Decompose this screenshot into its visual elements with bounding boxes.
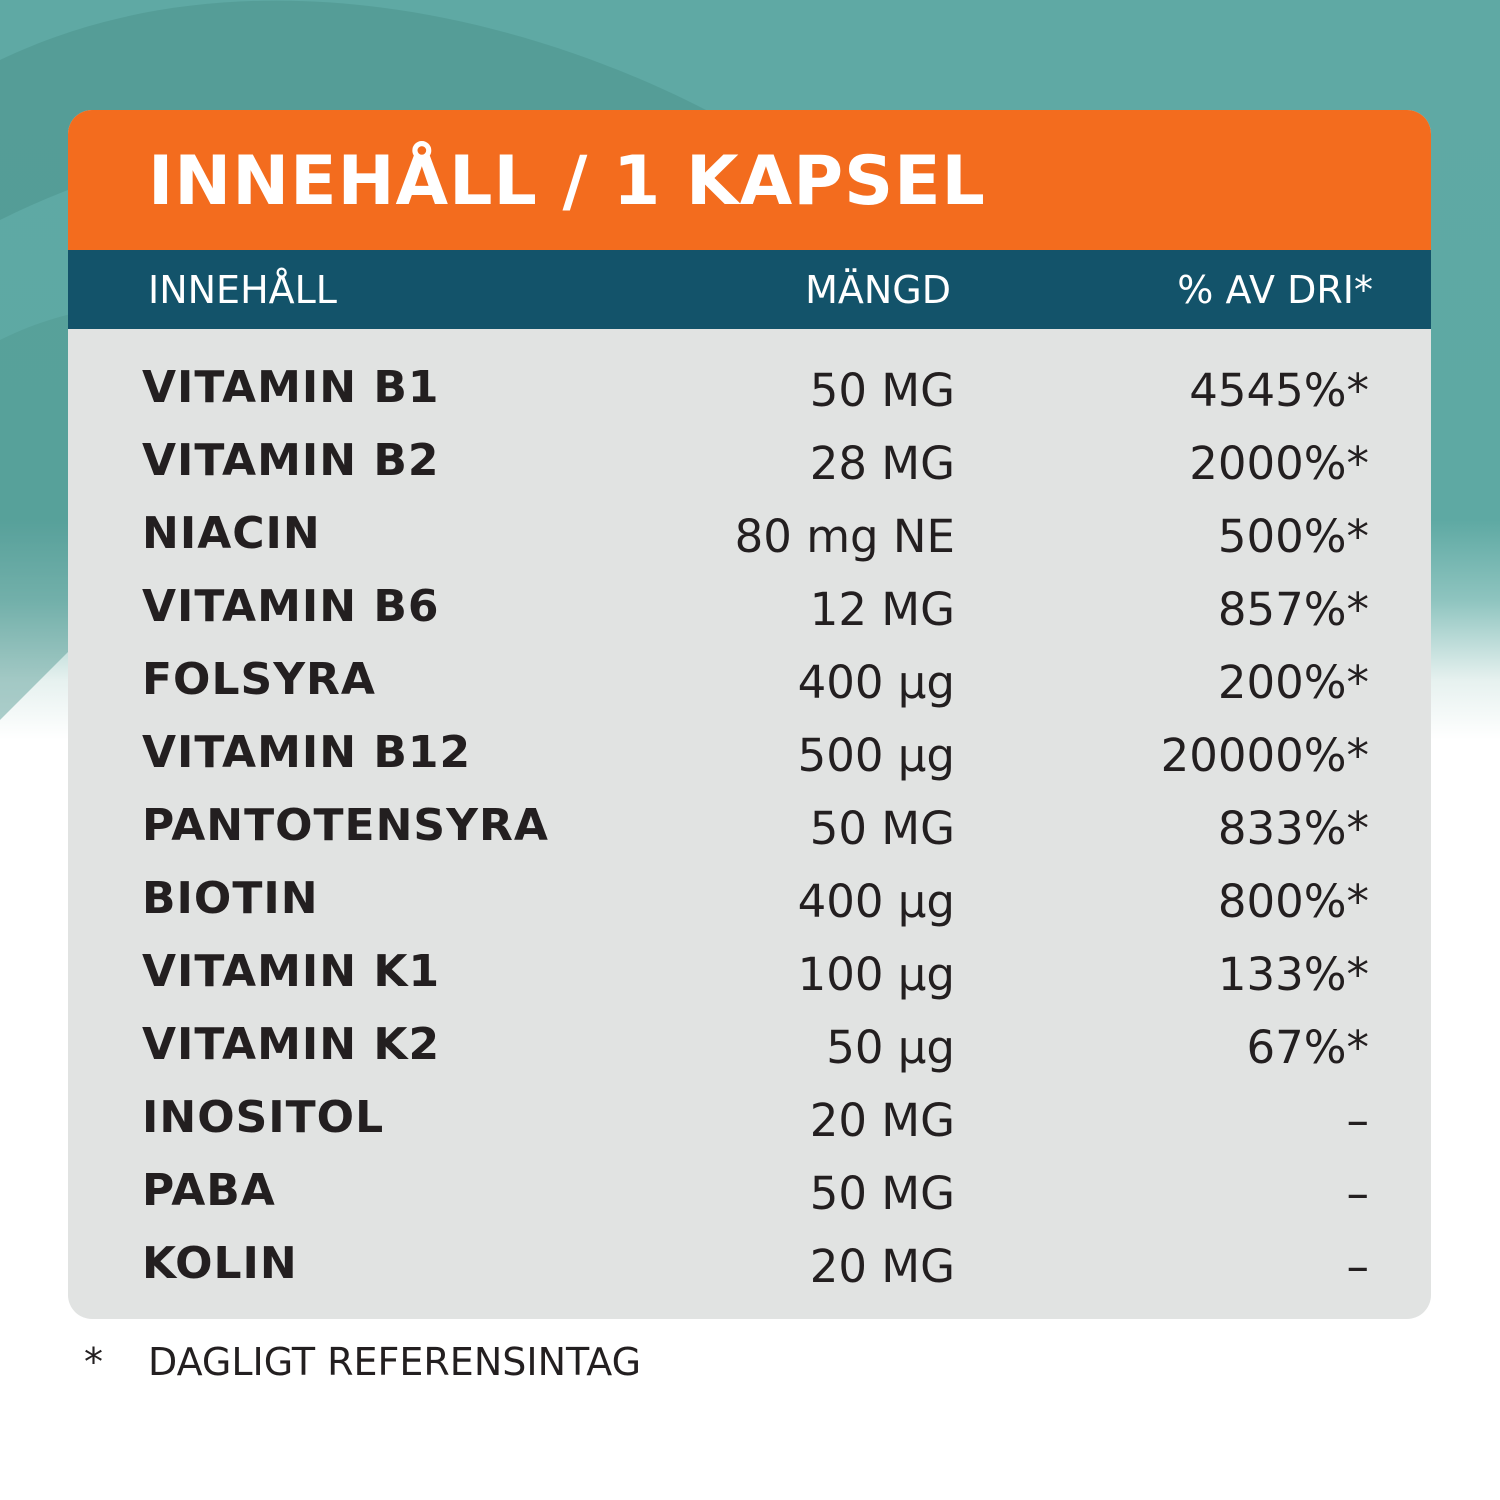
nutrient-name: FOLSYRA bbox=[142, 654, 376, 705]
nutrient-name: VITAMIN K1 bbox=[142, 946, 441, 997]
title-bar: INNEHÅLL / 1 KAPSEL bbox=[68, 110, 1431, 250]
table-row: INOSITOL 20 MG – bbox=[68, 1092, 1431, 1165]
nutrient-dri: – bbox=[1346, 1167, 1370, 1220]
nutrient-name: BIOTIN bbox=[142, 873, 319, 924]
nutrient-name: KOLIN bbox=[142, 1238, 298, 1289]
nutrient-amount: 100 µg bbox=[797, 948, 955, 1001]
nutrient-amount: 28 MG bbox=[809, 437, 955, 490]
table-row: BIOTIN 400 µg 800%* bbox=[68, 873, 1431, 946]
nutrient-amount: 12 MG bbox=[809, 583, 955, 636]
column-header-amount: MÄNGD bbox=[805, 268, 951, 312]
nutrient-amount: 400 µg bbox=[797, 875, 955, 928]
table-row: VITAMIN K2 50 µg 67%* bbox=[68, 1019, 1431, 1092]
nutrient-dri: 500%* bbox=[1217, 510, 1369, 563]
nutrient-dri: 800%* bbox=[1217, 875, 1369, 928]
nutrient-dri: 133%* bbox=[1217, 948, 1369, 1001]
nutrient-dri: 67%* bbox=[1246, 1021, 1369, 1074]
nutrient-amount: 20 MG bbox=[809, 1094, 955, 1147]
nutrient-name: VITAMIN B12 bbox=[142, 727, 472, 778]
table-row: VITAMIN B1 50 MG 4545%* bbox=[68, 362, 1431, 435]
nutrient-dri: 2000%* bbox=[1189, 437, 1369, 490]
table-row: PANTOTENSYRA 50 MG 833%* bbox=[68, 800, 1431, 873]
table-row: VITAMIN B2 28 MG 2000%* bbox=[68, 435, 1431, 508]
footnote: * DAGLIGT REFERENSINTAG bbox=[84, 1340, 641, 1384]
nutrient-amount: 400 µg bbox=[797, 656, 955, 709]
footnote-text: DAGLIGT REFERENSINTAG bbox=[148, 1340, 642, 1384]
nutrient-rows: VITAMIN B1 50 MG 4545%* VITAMIN B2 28 MG 2000… bbox=[68, 362, 1431, 1311]
nutrient-name: VITAMIN K2 bbox=[142, 1019, 441, 1070]
nutrient-amount: 50 MG bbox=[809, 802, 955, 855]
nutrient-dri: 4545%* bbox=[1189, 364, 1369, 417]
table-title: INNEHÅLL / 1 KAPSEL bbox=[148, 142, 986, 221]
table-row: VITAMIN K1 100 µg 133%* bbox=[68, 946, 1431, 1019]
nutrient-name: VITAMIN B6 bbox=[142, 581, 440, 632]
nutrient-amount: 80 mg NE bbox=[734, 510, 955, 563]
table-row: KOLIN 20 MG – bbox=[68, 1238, 1431, 1311]
nutrient-name: NIACIN bbox=[142, 508, 321, 559]
nutrient-name: VITAMIN B2 bbox=[142, 435, 440, 486]
nutrition-table-card: INNEHÅLL / 1 KAPSEL INNEHÅLL MÄNGD % AV … bbox=[68, 110, 1431, 1319]
nutrient-dri: 833%* bbox=[1217, 802, 1369, 855]
footnote-mark: * bbox=[84, 1340, 103, 1384]
nutrient-dri: – bbox=[1346, 1240, 1370, 1293]
nutrient-dri: 200%* bbox=[1217, 656, 1369, 709]
nutrient-amount: 500 µg bbox=[797, 729, 955, 782]
table-row: VITAMIN B6 12 MG 857%* bbox=[68, 581, 1431, 654]
nutrient-name: PANTOTENSYRA bbox=[142, 800, 549, 851]
nutrient-amount: 50 µg bbox=[826, 1021, 955, 1074]
nutrient-dri: 20000%* bbox=[1160, 729, 1369, 782]
nutrient-amount: 50 MG bbox=[809, 364, 955, 417]
nutrient-dri: 857%* bbox=[1217, 583, 1369, 636]
nutrient-name: PABA bbox=[142, 1165, 276, 1216]
table-row: VITAMIN B12 500 µg 20000%* bbox=[68, 727, 1431, 800]
column-header-dri: % AV DRI* bbox=[1177, 268, 1373, 312]
nutrient-name: VITAMIN B1 bbox=[142, 362, 440, 413]
table-row: NIACIN 80 mg NE 500%* bbox=[68, 508, 1431, 581]
table-row: FOLSYRA 400 µg 200%* bbox=[68, 654, 1431, 727]
nutrient-amount: 50 MG bbox=[809, 1167, 955, 1220]
nutrient-name: INOSITOL bbox=[142, 1092, 385, 1143]
nutrient-amount: 20 MG bbox=[809, 1240, 955, 1293]
table-row: PABA 50 MG – bbox=[68, 1165, 1431, 1238]
column-header-name: INNEHÅLL bbox=[148, 268, 337, 312]
column-header-bar: INNEHÅLL MÄNGD % AV DRI* bbox=[68, 250, 1431, 329]
nutrient-dri: – bbox=[1346, 1094, 1370, 1147]
